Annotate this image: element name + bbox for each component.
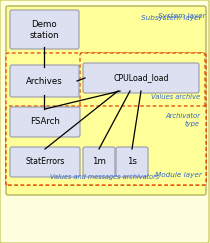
- Text: Archives: Archives: [26, 77, 62, 86]
- Text: StatErrors: StatErrors: [25, 157, 65, 166]
- Text: Values archive: Values archive: [151, 94, 200, 100]
- FancyBboxPatch shape: [6, 106, 206, 185]
- FancyBboxPatch shape: [83, 63, 199, 93]
- FancyBboxPatch shape: [10, 147, 80, 177]
- Text: type: type: [185, 121, 200, 127]
- Text: System layer: System layer: [158, 13, 206, 19]
- FancyBboxPatch shape: [116, 147, 148, 177]
- Text: CPULoad_load: CPULoad_load: [113, 73, 169, 83]
- FancyBboxPatch shape: [80, 55, 205, 97]
- FancyBboxPatch shape: [6, 53, 206, 185]
- Text: 1s: 1s: [127, 157, 137, 166]
- FancyBboxPatch shape: [10, 107, 80, 137]
- FancyBboxPatch shape: [6, 6, 206, 195]
- FancyBboxPatch shape: [10, 10, 79, 49]
- Text: Demo
station: Demo station: [29, 20, 59, 40]
- FancyBboxPatch shape: [10, 65, 79, 97]
- Text: Archivator: Archivator: [165, 113, 200, 119]
- Text: Values and messages archivators: Values and messages archivators: [50, 174, 160, 180]
- Text: Subsystem layer: Subsystem layer: [141, 15, 202, 21]
- Text: Module layer: Module layer: [155, 172, 202, 178]
- Text: 1m: 1m: [92, 157, 106, 166]
- FancyBboxPatch shape: [83, 147, 115, 177]
- Text: FSArch: FSArch: [30, 118, 60, 127]
- FancyBboxPatch shape: [80, 53, 205, 165]
